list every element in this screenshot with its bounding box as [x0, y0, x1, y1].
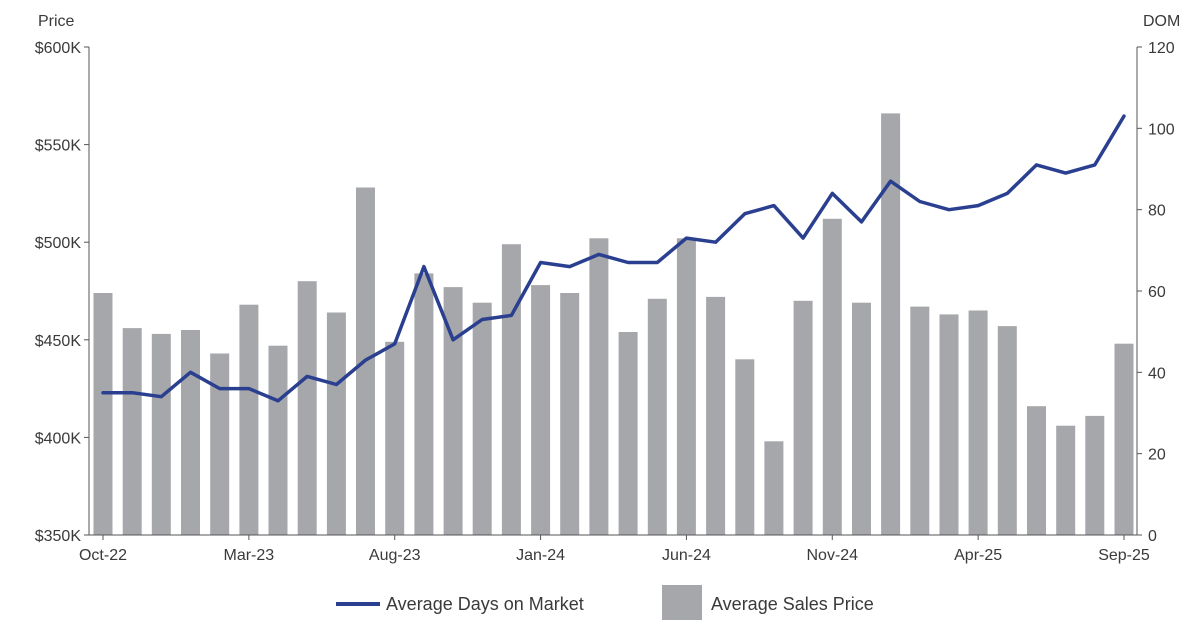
- bar-Oct-23: [443, 287, 463, 535]
- x-tick-label: Nov-24: [806, 547, 858, 564]
- bar-Mar-23: [239, 304, 259, 535]
- legend: Average Days on Market Average Sales Pri…: [336, 585, 874, 620]
- bar-Jun-23: [326, 312, 346, 535]
- bar-Sep-23: [414, 273, 434, 535]
- bar-Sep-24: [764, 441, 784, 535]
- bar-Jan-24: [531, 285, 551, 535]
- left-tick-label: $450K: [35, 333, 82, 350]
- left-tick-label: $500K: [35, 235, 82, 252]
- bar-Mar-25: [939, 314, 959, 535]
- right-tick-label: 60: [1148, 284, 1166, 301]
- bar-Sep-25: [1114, 343, 1134, 535]
- dom-series-line: [101, 114, 1126, 403]
- right-tick-label: 20: [1148, 447, 1166, 464]
- legend-bar-label: Average Sales Price: [711, 594, 874, 614]
- bar-Apr-23: [268, 345, 288, 535]
- x-tick-label: Oct-22: [79, 547, 127, 564]
- x-tick-label: Jun-24: [662, 547, 711, 564]
- left-tick-label: $350K: [35, 528, 82, 545]
- right-tick-label: 80: [1148, 203, 1166, 220]
- bar-Jun-24: [676, 238, 696, 536]
- legend-bar-swatch: [662, 585, 702, 620]
- x-tick-label: Aug-23: [369, 547, 421, 564]
- left-tick-label: $600K: [35, 40, 82, 57]
- bar-Nov-24: [822, 218, 842, 536]
- bar-Oct-24: [793, 300, 813, 535]
- left-tick-label: $400K: [35, 430, 82, 447]
- bar-Feb-24: [560, 293, 580, 535]
- bar-Jan-25: [881, 113, 901, 536]
- legend-line-label: Average Days on Market: [386, 594, 584, 614]
- bar-Aug-23: [385, 341, 405, 535]
- bar-May-23: [297, 281, 317, 535]
- right-tick-label: 0: [1148, 528, 1157, 545]
- bar-Apr-24: [618, 332, 638, 535]
- bar-Feb-23: [210, 353, 230, 535]
- bar-May-25: [997, 326, 1017, 535]
- bar-Dec-23: [501, 244, 521, 535]
- bar-Dec-24: [852, 302, 871, 535]
- left-axis-title: Price: [38, 13, 75, 30]
- bar-Oct-22: [93, 293, 113, 535]
- bars-layer: [93, 113, 1134, 536]
- bar-Mar-24: [589, 238, 609, 536]
- right-tick-label: 40: [1148, 365, 1166, 382]
- x-tick-label: Apr-25: [954, 547, 1002, 564]
- bar-Dec-22: [151, 333, 171, 535]
- bar-Jan-23: [181, 330, 200, 535]
- right-axis-title: DOM: [1143, 13, 1180, 30]
- bar-Jul-24: [706, 296, 726, 535]
- bar-Aug-25: [1085, 415, 1105, 535]
- x-tick-label: Mar-23: [224, 547, 275, 564]
- right-tick-label: 100: [1148, 121, 1175, 138]
- bar-Apr-25: [968, 310, 988, 535]
- bar-Jun-25: [1027, 406, 1046, 535]
- bar-Nov-22: [122, 328, 142, 535]
- bar-Feb-25: [910, 306, 930, 535]
- bar-Nov-23: [472, 302, 492, 535]
- x-tick-label: Sep-25: [1098, 547, 1150, 564]
- bar-Aug-24: [735, 359, 755, 535]
- right-tick-label: 120: [1148, 40, 1175, 57]
- axes-layer: $600K $550K $500K $450K $400K $350K 120 100 80 60…: [35, 40, 1175, 564]
- bar-Jul-25: [1056, 425, 1076, 535]
- line-layer: [101, 114, 1126, 403]
- bar-May-24: [647, 298, 667, 535]
- left-tick-label: $550K: [35, 138, 82, 155]
- x-tick-label: Jan-24: [516, 547, 565, 564]
